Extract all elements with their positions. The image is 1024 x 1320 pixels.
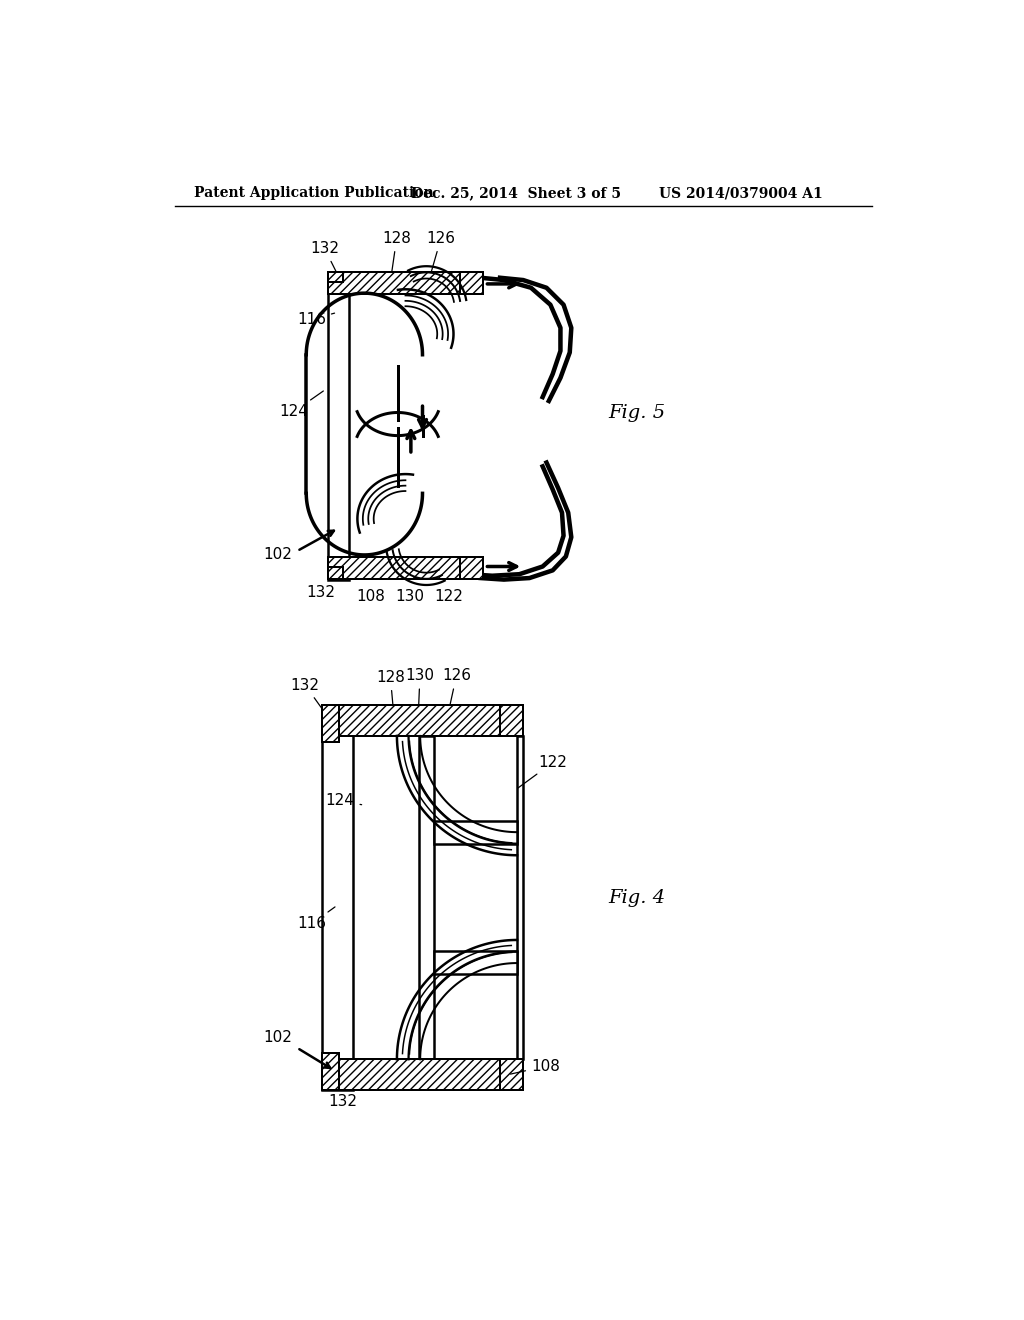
Bar: [322, 1053, 339, 1090]
Text: 132: 132: [328, 1093, 357, 1109]
Text: Dec. 25, 2014  Sheet 3 of 5: Dec. 25, 2014 Sheet 3 of 5: [411, 186, 621, 201]
Text: 130: 130: [395, 589, 424, 605]
Text: 132: 132: [291, 677, 322, 709]
Text: 124: 124: [326, 793, 361, 808]
Text: 130: 130: [406, 668, 434, 704]
Text: 116: 116: [297, 907, 335, 932]
Text: 128: 128: [376, 671, 404, 704]
Text: 126: 126: [426, 231, 456, 273]
Bar: [328, 272, 483, 294]
Bar: [419, 737, 434, 1059]
Bar: [322, 705, 352, 1090]
Bar: [328, 557, 483, 578]
Bar: [460, 272, 483, 294]
Text: 128: 128: [382, 231, 411, 271]
Text: 126: 126: [442, 668, 471, 704]
Bar: [322, 705, 339, 742]
Bar: [434, 821, 517, 845]
Bar: [434, 950, 517, 974]
Bar: [322, 1059, 523, 1090]
Text: 122: 122: [518, 755, 567, 788]
Text: Patent Application Publication: Patent Application Publication: [194, 186, 433, 201]
Bar: [328, 566, 343, 578]
Text: 124: 124: [280, 391, 324, 420]
Text: 122: 122: [434, 589, 463, 605]
Text: Fig. 5: Fig. 5: [608, 404, 666, 421]
Bar: [500, 1059, 523, 1090]
Text: 108: 108: [356, 589, 385, 605]
Text: 132: 132: [310, 242, 339, 272]
Text: 132: 132: [306, 585, 335, 601]
Text: 108: 108: [510, 1059, 560, 1074]
Bar: [328, 272, 349, 581]
Text: 102: 102: [263, 1031, 293, 1045]
Bar: [460, 557, 483, 578]
Text: 116: 116: [297, 312, 335, 327]
Bar: [517, 737, 523, 1059]
Text: 102: 102: [263, 546, 293, 562]
Bar: [322, 705, 523, 737]
Bar: [328, 272, 343, 281]
Text: US 2014/0379004 A1: US 2014/0379004 A1: [658, 186, 822, 201]
Bar: [500, 705, 523, 737]
Text: Fig. 4: Fig. 4: [608, 888, 666, 907]
